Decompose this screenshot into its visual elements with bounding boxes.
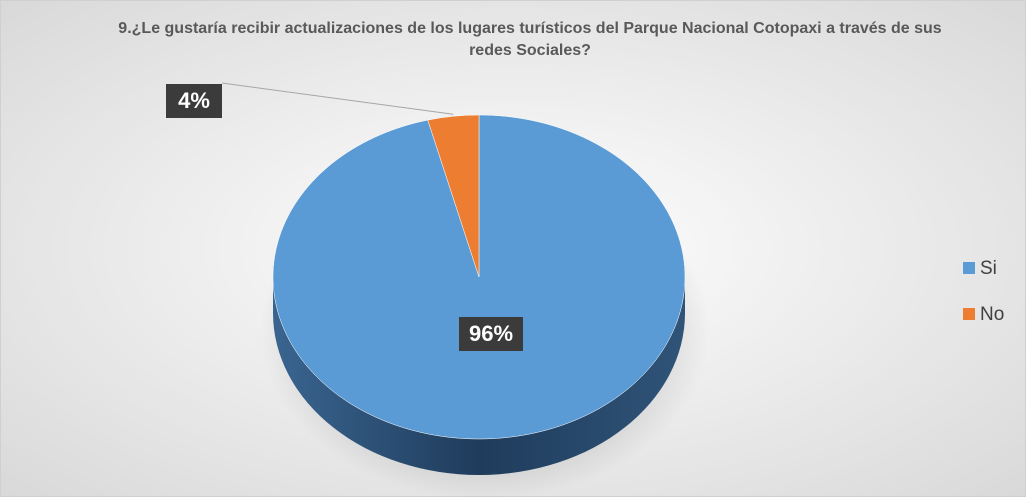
data-label: 4% — [178, 88, 210, 113]
slice-side — [273, 277, 685, 475]
label-box — [166, 84, 222, 118]
chart-title: 9.¿Le gustaría recibir actualizaciones d… — [118, 20, 942, 59]
legend-label: Si — [980, 258, 997, 279]
data-label: 96% — [469, 321, 513, 346]
legend-swatch — [963, 262, 975, 274]
legend-label: No — [980, 304, 1004, 325]
legend-swatch — [963, 308, 975, 320]
slice — [427, 114, 480, 278]
leader-line — [221, 82, 454, 115]
label-box — [459, 317, 523, 351]
